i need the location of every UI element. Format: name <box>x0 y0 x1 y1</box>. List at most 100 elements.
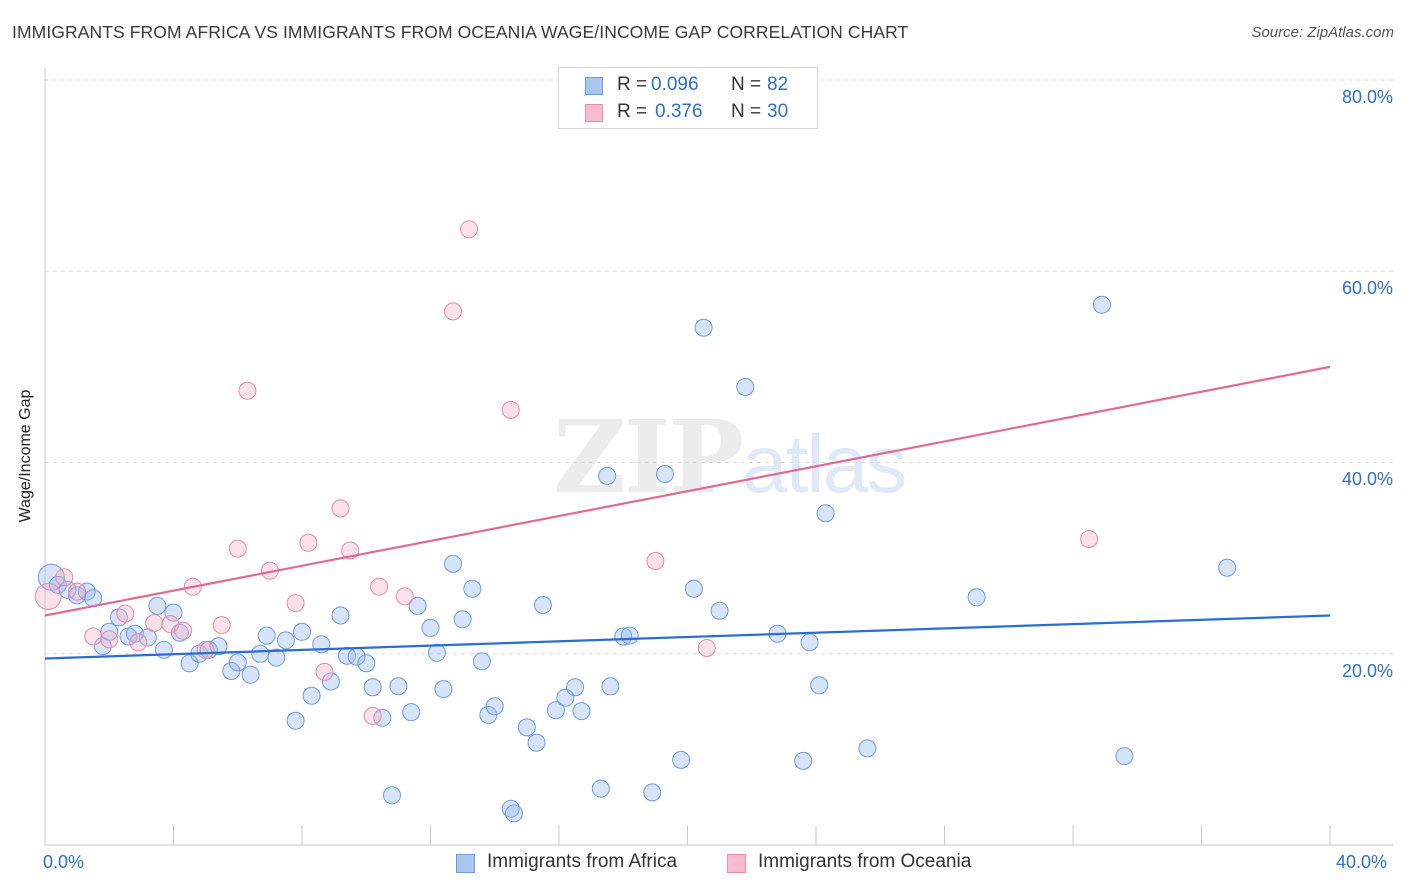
legend-n-value: 30 <box>767 101 789 122</box>
data-point-oceania <box>444 302 462 321</box>
trend-line-africa <box>44 614 1331 660</box>
data-point-africa <box>421 618 440 637</box>
watermark: ZIPatlas <box>553 398 907 516</box>
data-point-africa <box>967 588 986 607</box>
data-point-africa <box>338 646 356 665</box>
data-point-africa <box>598 466 617 485</box>
data-point-oceania <box>55 568 74 587</box>
data-point-africa <box>672 750 691 769</box>
data-point-africa <box>321 672 340 691</box>
y-axis-label: Wage/Income Gap <box>17 389 34 523</box>
legend-swatch-africa <box>585 77 603 95</box>
data-point-africa <box>463 579 482 598</box>
data-point-africa <box>251 644 270 663</box>
data-point-africa <box>1115 747 1134 766</box>
data-point-africa <box>444 554 462 573</box>
legend-swatch-africa <box>456 854 475 873</box>
data-point-oceania <box>196 640 215 659</box>
data-point-africa <box>389 677 408 696</box>
data-point-oceania <box>460 220 478 239</box>
data-point-africa <box>614 627 633 646</box>
data-point-africa <box>286 711 305 730</box>
grid-lines <box>45 79 1393 655</box>
data-point-oceania <box>84 627 103 646</box>
data-point-oceania <box>116 604 135 623</box>
data-point-africa <box>527 733 546 752</box>
data-point-africa <box>505 804 523 823</box>
data-point-africa <box>77 582 96 601</box>
trend-lines <box>44 365 1331 660</box>
data-point-oceania <box>697 639 716 657</box>
data-point-africa <box>363 678 382 697</box>
data-point-africa <box>572 702 591 721</box>
data-point-africa <box>656 465 674 483</box>
data-point-africa <box>643 783 662 802</box>
data-point-africa <box>293 622 311 641</box>
legend-r-value: 0.096 <box>651 74 699 95</box>
data-point-africa <box>485 697 504 716</box>
data-point-oceania <box>129 633 148 652</box>
data-point-oceania <box>100 630 119 649</box>
data-point-oceania <box>286 594 305 613</box>
watermark-zip: ZIP <box>553 398 744 516</box>
legend-r-label: R = <box>617 101 648 122</box>
data-point-africa <box>800 633 819 652</box>
data-point-africa <box>164 603 183 622</box>
data-point-oceania <box>646 552 665 570</box>
data-point-africa <box>694 318 713 337</box>
data-point-africa <box>601 677 620 696</box>
data-point-oceania <box>370 577 389 596</box>
legend-r-value: 0.376 <box>655 101 703 122</box>
series-oceania-points <box>34 220 1099 725</box>
data-point-oceania <box>228 539 247 558</box>
data-point-africa <box>794 751 813 770</box>
data-point-africa <box>710 601 729 620</box>
data-point-africa <box>331 606 350 625</box>
data-point-oceania <box>174 621 193 640</box>
y-tick-label-60: 60.0% <box>1341 278 1393 298</box>
chart-title: IMMIGRANTS FROM AFRICA VS IMMIGRANTS FRO… <box>12 22 909 42</box>
data-point-africa <box>472 652 491 671</box>
legend-r-label: R = <box>617 74 648 95</box>
data-point-africa <box>427 643 446 662</box>
y-tick-label-20: 20.0% <box>1341 661 1393 681</box>
data-point-africa <box>302 686 321 705</box>
data-point-africa <box>684 579 703 598</box>
trend-line-oceania <box>44 365 1331 617</box>
legend-n-value: 82 <box>767 74 789 95</box>
data-point-oceania <box>238 381 257 400</box>
data-point-oceania <box>68 582 87 601</box>
data-point-africa <box>453 610 472 629</box>
data-point-africa <box>620 626 639 645</box>
data-point-africa <box>858 739 877 758</box>
data-point-africa <box>154 640 173 659</box>
axes <box>44 68 1393 846</box>
data-point-oceania <box>501 400 520 419</box>
data-point-africa <box>48 575 67 594</box>
data-point-africa <box>267 648 286 667</box>
legend-n-label: N = <box>731 101 762 122</box>
data-point-africa <box>546 701 565 720</box>
data-point-africa <box>241 665 260 684</box>
series-africa-points <box>37 295 1237 823</box>
data-point-africa <box>276 631 295 650</box>
data-point-oceania <box>34 582 62 610</box>
data-point-africa <box>816 504 835 523</box>
data-point-africa <box>434 680 453 699</box>
data-point-africa <box>408 596 427 615</box>
data-point-oceania <box>331 499 350 518</box>
data-point-africa <box>501 799 520 818</box>
data-point-oceania <box>212 616 231 635</box>
legend-label-africa: Immigrants from Africa <box>487 851 678 872</box>
data-point-oceania <box>395 587 414 606</box>
data-point-africa <box>517 718 536 737</box>
data-point-africa <box>257 626 276 645</box>
legend-n-label: N = <box>731 74 762 95</box>
data-point-africa <box>383 786 401 805</box>
data-point-oceania <box>145 614 164 633</box>
legend-swatch-oceania <box>727 854 746 873</box>
data-point-africa <box>148 596 167 615</box>
source-label: Source: ZipAtlas.com <box>1251 24 1394 41</box>
data-point-africa <box>1092 295 1111 314</box>
